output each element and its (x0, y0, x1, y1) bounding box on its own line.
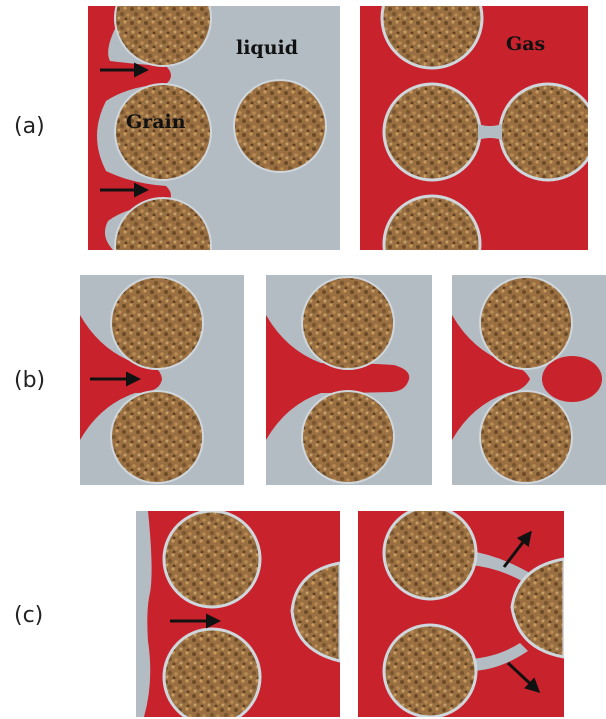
grain (301, 276, 395, 370)
liquid-bridge (470, 643, 528, 671)
row-label-c: (c) (14, 603, 44, 628)
panel-b-1 (80, 275, 244, 485)
grain (114, 83, 212, 181)
panel-c-2 (358, 511, 564, 717)
liquid-label: liquid (236, 37, 298, 59)
liquid-bridge (470, 551, 530, 581)
panel-a-liquid: liquid Grain (88, 6, 340, 250)
gas-intrusion (266, 315, 410, 440)
grain (290, 561, 340, 663)
grain (110, 390, 204, 484)
panel-a-gas: Gas (360, 6, 588, 250)
grain (114, 6, 212, 67)
row-label-a: (a) (14, 114, 45, 139)
grain (498, 82, 588, 182)
grain-label: Grain (126, 111, 186, 133)
arrow-icon (502, 530, 532, 568)
grain (162, 627, 262, 717)
grain (479, 276, 573, 370)
panel-b-3 (452, 275, 606, 485)
grain (301, 390, 395, 484)
grain (110, 276, 204, 370)
grain (380, 6, 484, 70)
grain (233, 79, 327, 173)
panel-b-2 (266, 275, 432, 485)
grain (382, 623, 478, 717)
arrow-icon (506, 661, 541, 694)
grain (479, 390, 573, 484)
grain (382, 511, 478, 601)
liquid-bridge (478, 124, 502, 140)
gas-bubble (542, 356, 602, 402)
grain (510, 557, 564, 659)
grain (382, 194, 482, 250)
grain (382, 82, 482, 182)
grain (162, 511, 262, 609)
liquid-film (136, 511, 152, 717)
grain (114, 197, 212, 250)
panel-c-1 (136, 511, 340, 717)
row-label-b: (b) (14, 368, 46, 393)
gas-label: Gas (506, 33, 545, 55)
gas-intrusion (452, 315, 530, 440)
